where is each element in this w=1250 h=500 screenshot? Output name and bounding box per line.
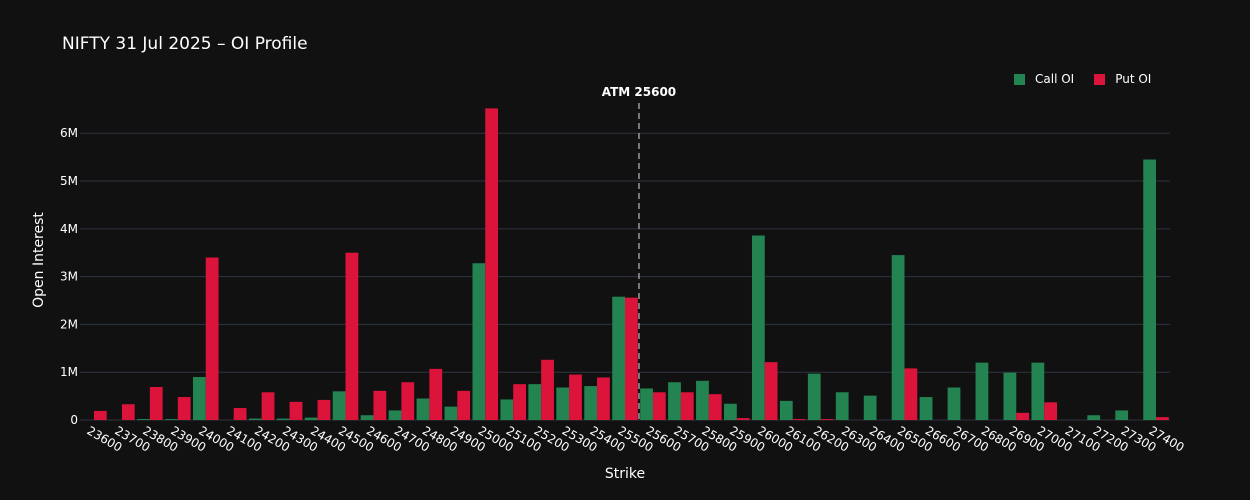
call-oi-bar[interactable] [779,400,793,420]
put-swatch [1094,73,1106,85]
call-oi-bar[interactable] [472,263,486,420]
x-axis-title: Strike [605,466,645,482]
put-oi-bar[interactable] [1156,417,1169,420]
y-tick-label: 0 [70,413,78,427]
put-oi-bar[interactable] [317,399,331,420]
call-oi-bar[interactable] [807,373,821,420]
put-oi-bar[interactable] [792,419,806,420]
call-oi-bar[interactable] [696,380,709,420]
put-oi-bar[interactable] [485,108,499,420]
put-oi-bar[interactable] [289,401,303,420]
y-axis-title: Open Interest [31,212,47,308]
bars [93,108,1169,421]
put-oi-bar[interactable] [93,410,107,420]
put-oi-bar[interactable] [261,392,275,420]
call-oi-bar[interactable] [640,388,653,420]
call-oi-bar[interactable] [248,418,262,420]
call-oi-bar[interactable] [919,397,933,420]
call-oi-bar[interactable] [556,387,570,421]
call-oi-bar[interactable] [332,391,346,420]
legend-label-call: Call OI [1035,72,1075,86]
y-tick-label: 1M [60,365,78,379]
put-oi-bar[interactable] [820,419,834,420]
call-oi-bar[interactable] [1143,159,1157,420]
put-oi-bar[interactable] [1016,412,1030,420]
put-oi-bar[interactable] [373,390,387,420]
put-oi-bar[interactable] [177,397,191,420]
put-oi-bar[interactable] [597,377,610,420]
call-oi-bar[interactable] [612,296,625,420]
put-oi-bar[interactable] [764,362,778,420]
put-oi-bar[interactable] [652,392,666,420]
call-oi-bar[interactable] [584,386,598,420]
put-oi-bar[interactable] [708,394,722,420]
y-tick-label: 5M [60,174,78,188]
y-tick-labels: 0 1M 2M 3M 4M 5M 6M [60,126,78,427]
put-oi-bar[interactable] [904,368,918,420]
y-tick-label: 4M [60,222,78,236]
call-oi-bar[interactable] [137,419,150,420]
y-tick-label: 2M [60,317,78,331]
x-tick-labels: 2360023700238002390024000241002420024300… [84,423,1186,454]
call-oi-bar[interactable] [835,392,849,420]
put-oi-bar[interactable] [680,392,694,420]
call-oi-bar[interactable] [276,418,290,420]
atm-annotation: ATM 25600 [602,85,676,420]
call-oi-bar[interactable] [500,399,514,420]
call-oi-bar[interactable] [388,410,402,420]
put-oi-bar[interactable] [205,257,219,421]
call-oi-bar[interactable] [444,406,458,420]
call-oi-bar[interactable] [360,415,374,420]
legend-label-put: Put OI [1115,72,1152,86]
call-oi-bar[interactable] [891,255,905,420]
put-oi-bar[interactable] [1044,402,1058,420]
legend: Call OI Put OI [1014,72,1171,86]
put-oi-bar[interactable] [457,390,471,420]
call-oi-bar[interactable] [416,398,430,420]
call-oi-bar[interactable] [1115,410,1129,420]
call-oi-bar[interactable] [304,417,318,420]
put-oi-bar[interactable] [541,359,554,420]
call-oi-bar[interactable] [1003,372,1017,420]
call-oi-bar[interactable] [724,403,737,420]
put-oi-bar[interactable] [429,368,443,420]
chart-title: NIFTY 31 Jul 2025 – OI Profile [62,34,308,54]
call-oi-bar[interactable] [1031,362,1045,420]
legend-item-put[interactable]: Put OI [1094,72,1151,86]
put-oi-bar[interactable] [569,374,582,420]
put-oi-bar[interactable] [149,387,163,420]
y-tick-label: 3M [60,270,78,284]
call-oi-bar[interactable] [863,395,877,420]
call-oi-bar[interactable] [975,362,989,420]
call-swatch [1014,73,1025,85]
call-oi-bar[interactable] [1087,415,1101,420]
put-oi-bar[interactable] [625,297,638,420]
call-oi-bar[interactable] [192,376,206,420]
call-oi-bar[interactable] [668,382,681,420]
put-oi-bar[interactable] [736,418,750,420]
y-tick-label: 6M [60,126,78,140]
atm-label: ATM 25600 [602,85,676,99]
legend-item-call[interactable]: Call OI [1014,72,1074,86]
call-oi-bar[interactable] [751,235,765,420]
put-oi-bar[interactable] [345,252,359,420]
call-oi-bar[interactable] [947,387,961,421]
call-oi-bar[interactable] [528,384,542,420]
put-oi-bar[interactable] [233,408,247,420]
call-oi-bar[interactable] [165,419,178,420]
put-oi-bar[interactable] [121,404,135,420]
put-oi-bar[interactable] [513,384,526,420]
put-oi-bar[interactable] [401,382,415,420]
